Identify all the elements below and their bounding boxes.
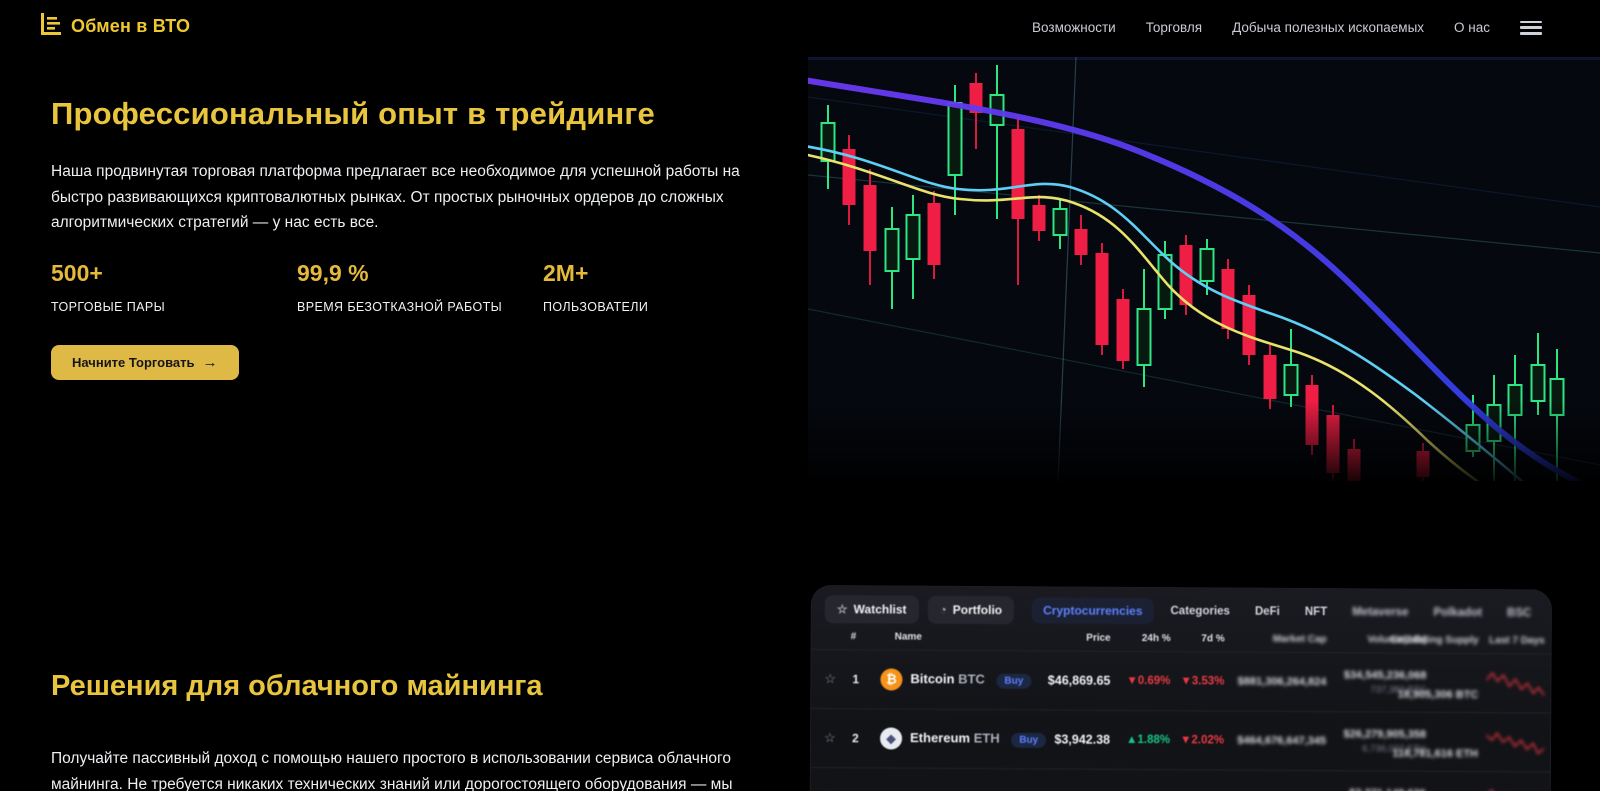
stat-users: 2M+ ПОЛЬЗОВАТЕЛИ (543, 260, 789, 314)
start-trading-button[interactable]: Начните Торговать → (51, 345, 239, 380)
sparkline-7d (1485, 784, 1544, 791)
nav-link-mining[interactable]: Добыча полезных ископаемых (1232, 20, 1425, 35)
hero-stats: 500+ ТОРГОВЫЕ ПАРЫ 99,9 % ВРЕМЯ БЕЗОТКАЗ… (51, 260, 789, 314)
tab-watchlist[interactable]: ☆ Watchlist (824, 595, 919, 624)
arrow-right-icon: → (202, 354, 218, 371)
tab-cryptocurrencies[interactable]: Cryptocurrencies (1032, 597, 1154, 625)
brand-title: Обмен в ВТО (71, 16, 191, 36)
tab-bsc[interactable]: BSC (1506, 607, 1532, 620)
name-text: Ethereum (910, 729, 971, 745)
bitcoin-icon: ₿ (880, 667, 903, 691)
col-price[interactable]: Price (1086, 632, 1111, 644)
symbol-text: BTC (958, 670, 985, 687)
watch-star-icon[interactable]: ☆ (824, 670, 837, 686)
hero-title: Профессиональный опыт в трейдинге (51, 96, 655, 131)
tab-portfolio-label: Portfolio (952, 602, 1003, 618)
tab-polkadot[interactable]: Polkadot (1433, 606, 1483, 620)
price: $3,942.38 (1054, 731, 1111, 747)
col-name[interactable]: Name (894, 631, 922, 643)
main-nav: Возможности Торговля Добыча полезных иск… (1032, 0, 1542, 55)
nav-link-features[interactable]: Возможности (1032, 20, 1116, 35)
stat-label: ВРЕМЯ БЕЗОТКАЗНОЙ РАБОТЫ (297, 300, 503, 314)
market-cap: $881,306,264,824 (1237, 675, 1327, 688)
price: $46,869.65 (1047, 672, 1111, 688)
tab-nft[interactable]: NFT (1304, 606, 1328, 619)
ethereum-icon: ◆ (879, 726, 903, 750)
col-7d[interactable]: 7d % (1201, 633, 1225, 645)
tab-metaverse[interactable]: Metaverse (1352, 606, 1409, 619)
tab-categories[interactable]: Categories (1170, 605, 1230, 618)
name-text: Bitcoin (910, 670, 955, 686)
stat-trading-pairs: 500+ ТОРГОВЫЕ ПАРЫ (51, 260, 297, 314)
tab-defi[interactable]: DeFi (1254, 605, 1280, 618)
tab-watchlist-label: Watchlist (853, 602, 907, 617)
star-icon: ☆ (836, 602, 848, 617)
mining-title: Решения для облачного майнинга (51, 670, 543, 702)
change-24h: ▼0.69% (1126, 674, 1171, 687)
market-table-widget: ☆ Watchlist ◔ Portfolio Cryptocurrencies… (809, 585, 1552, 791)
nav-link-about[interactable]: О нас (1454, 20, 1490, 35)
rank: 2 (852, 730, 859, 745)
table-row-ethereum[interactable]: ☆ 2 ◆ Ethereum ETH Buy $3,942.38 ▲1.88% … (809, 707, 1552, 771)
col-last-7-days[interactable]: Last 7 Days (1489, 635, 1545, 647)
tab-solana[interactable]: Solana (1548, 603, 1552, 625)
watch-star-icon[interactable]: ☆ (824, 729, 836, 745)
circulating-supply: 18,905,306 BTC (1397, 688, 1479, 702)
stat-value: 500+ (51, 260, 103, 286)
col-rank[interactable]: # (850, 631, 857, 643)
col-24h[interactable]: 24h % (1141, 633, 1171, 645)
sparkline-7d (1486, 666, 1545, 700)
change-24h: ▲1.88% (1126, 733, 1171, 746)
circulating-supply: 118,781,616 ETH (1392, 747, 1479, 761)
change-7d: ▼3.53% (1180, 674, 1225, 688)
volume-usd: $34,545,236,068 (1343, 668, 1427, 682)
hamburger-menu-icon[interactable] (1520, 20, 1542, 35)
top-navigation-bar: Обмен в ВТО Возможности Торговля Добыча … (0, 0, 1600, 55)
hero-description: Наша продвинутая торговая платформа пред… (51, 163, 740, 231)
pie-chart-icon: ◔ (939, 602, 947, 617)
stat-value: 2M+ (543, 260, 589, 286)
mining-description: Получайте пассивный доход с помощью наше… (51, 750, 733, 791)
stat-uptime: 99,9 % ВРЕМЯ БЕЗОТКАЗНОЙ РАБОТЫ (297, 260, 543, 314)
change-7d: ▼2.02% (1180, 733, 1225, 747)
volume: $2,271,149,626 4,284,435 BNB (1328, 787, 1426, 791)
sparkline-7d (1485, 725, 1545, 759)
rank: 1 (852, 671, 860, 686)
widget-tabs-row: ☆ Watchlist ◔ Portfolio Cryptocurrencies… (824, 594, 1542, 628)
start-trading-label: Начните Торговать (72, 355, 195, 370)
stat-label: ТОРГОВЫЕ ПАРЫ (51, 300, 166, 314)
stat-value: 99,9 % (297, 260, 369, 286)
table-row-bnb[interactable]: ☆ 3 $2,271,149,626 4,284,435 BNB $88,466… (809, 766, 1551, 791)
volume-usd: $26,279,905,358 (1343, 727, 1427, 741)
stat-label: ПОЛЬЗОВАТЕЛИ (543, 300, 649, 314)
nav-link-trading[interactable]: Торговля (1145, 20, 1203, 35)
volume-usd: $2,271,149,626 (1328, 787, 1426, 791)
table-row-bitcoin[interactable]: ☆ 1 ₿ Bitcoin BTC Buy $46,869.65 ▼0.69% … (810, 648, 1552, 712)
market-cap: $464,676,647,345 (1237, 734, 1327, 747)
col-circulating-supply[interactable]: Circulating Supply (1390, 634, 1479, 647)
bar-chart-logo-icon (40, 12, 62, 41)
symbol-text: ETH (973, 729, 1000, 746)
col-market-cap[interactable]: Market Cap (1272, 633, 1327, 646)
tab-portfolio[interactable]: ◔ Portfolio (927, 595, 1015, 625)
brand-logo[interactable]: Обмен в ВТО (40, 12, 190, 41)
trading-chart-image (808, 57, 1600, 481)
